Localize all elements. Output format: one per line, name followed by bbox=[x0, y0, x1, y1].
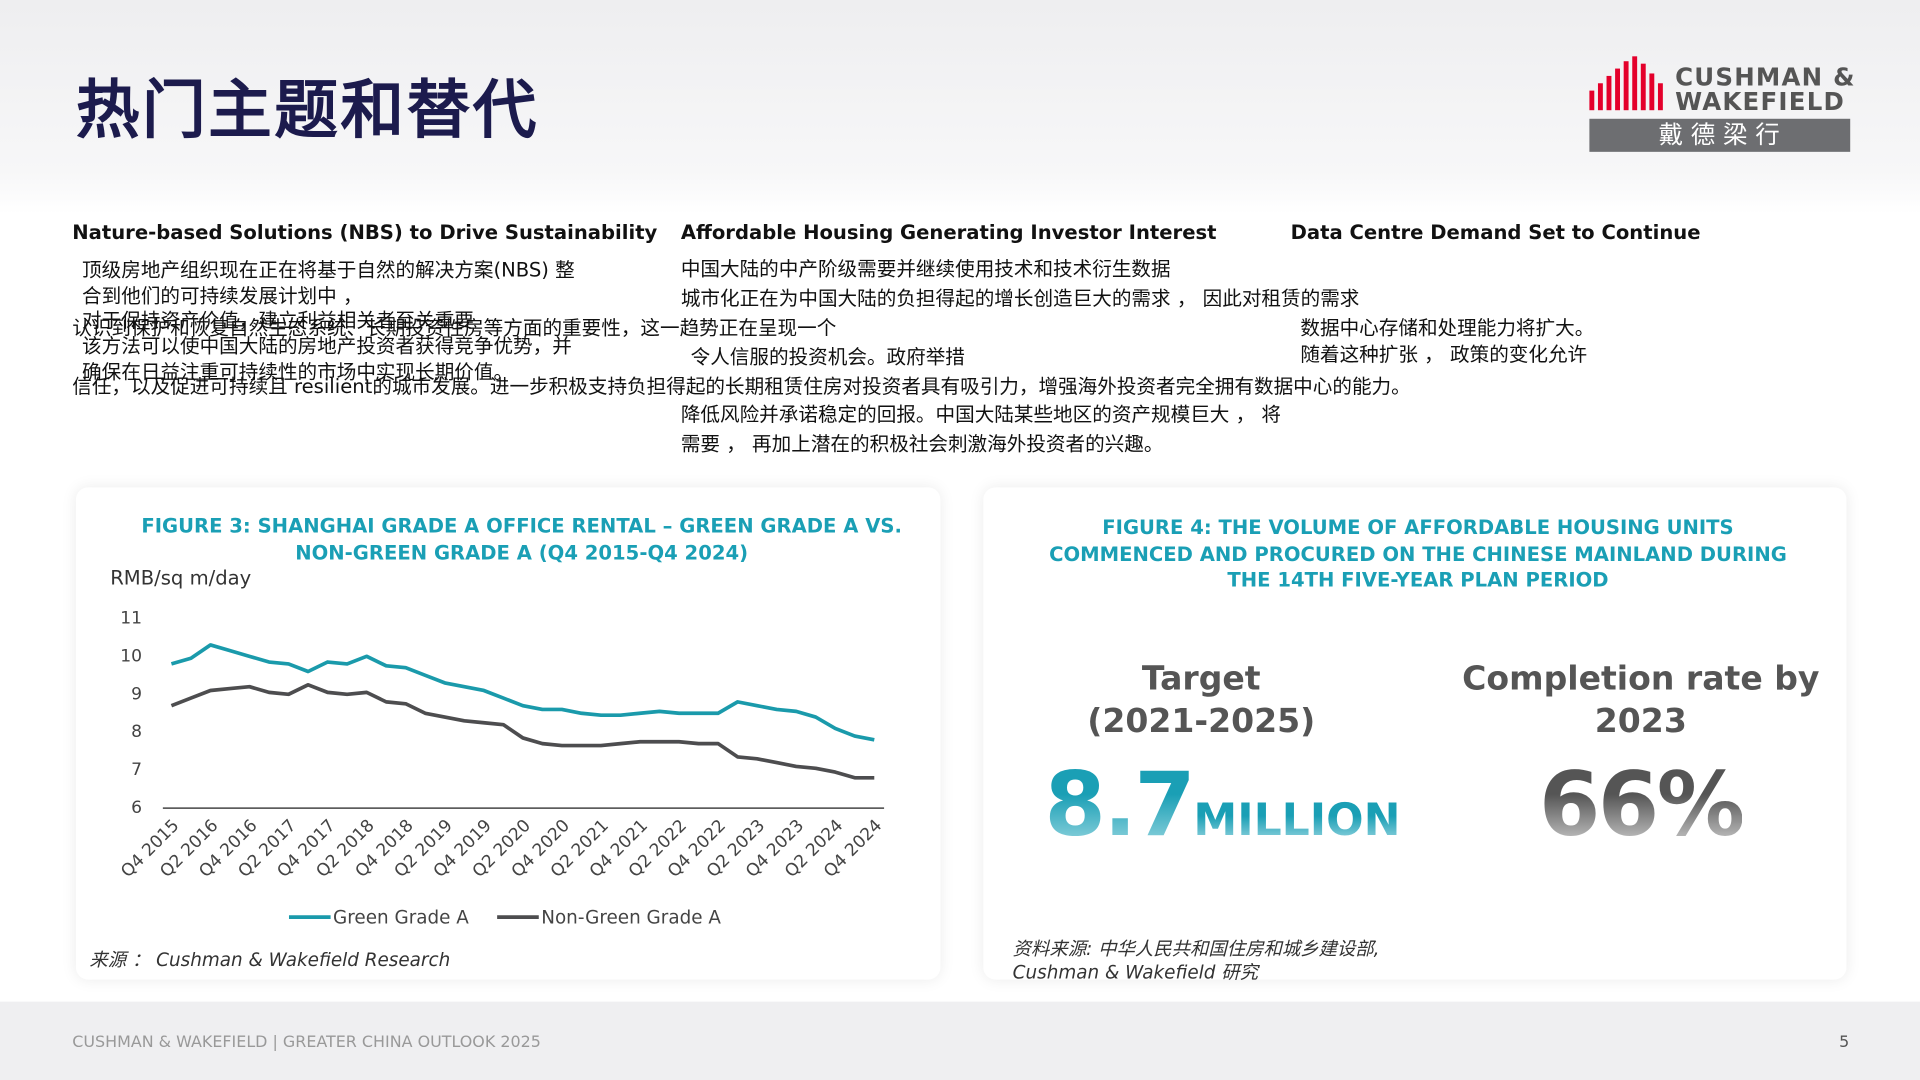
figure-title: FIGURE 3: SHANGHAI GRADE A OFFICE RENTAL… bbox=[141, 514, 902, 564]
body-text: 令人信服的投资机会。政府举措 bbox=[690, 345, 965, 369]
figure-title: FIGURE 4: THE VOLUME OF AFFORDABLE HOUSI… bbox=[1049, 515, 1787, 592]
body-text: 确保在日益注重可持续性的市场中实现长期价值。 bbox=[82, 360, 514, 384]
body-text: 需要 ， 再加上潜在的积极社会刺激海外投资者的兴趣。 bbox=[680, 432, 1164, 456]
body-text: 随着这种扩张 ， 政策的变化允许 bbox=[1300, 342, 1588, 367]
figure-card bbox=[75, 487, 941, 980]
figure-source: Cushman & Wakefield 研究 bbox=[1012, 961, 1258, 984]
slide-title: 热门主题和替代 bbox=[75, 74, 539, 149]
stat-unit: MILLION bbox=[1193, 795, 1401, 847]
y-axis-label: RMB/sq m/day bbox=[110, 567, 251, 590]
body-text: 中国大陆的中产阶级需要并继续使用技术和技术衍生数据 bbox=[680, 257, 1171, 281]
y-tick-label: 8 bbox=[131, 722, 142, 742]
legend-label: Green Grade A bbox=[333, 907, 469, 928]
footer-text: CUSHMAN & WAKEFIELD | GREATER CHINA OUTL… bbox=[72, 1033, 541, 1052]
stat-label: (2021-2025) bbox=[1087, 702, 1316, 741]
series-line bbox=[170, 682, 875, 780]
stat-value: 8.7 bbox=[1044, 753, 1195, 856]
legend-label: Non-Green Grade A bbox=[541, 907, 721, 928]
body-text: 顶级房地产组织现在正在将基于自然的解决方案(NBS) 整 bbox=[82, 258, 575, 282]
body-text: 信任，以及促进可持续且 resilient的城市发展。进一步积极支持负担得起的长… bbox=[72, 374, 1411, 398]
stat-value: 66% bbox=[1538, 753, 1745, 856]
footer: CUSHMAN & WAKEFIELD | GREATER CHINA OUTL… bbox=[0, 1001, 1920, 1080]
y-tick-label: 6 bbox=[131, 798, 142, 818]
body-text: 认识到保护和恢复自然生态系统、长期投资性房等方面的重要性，这一趋势正在呈现一个 bbox=[72, 315, 837, 340]
series-line bbox=[170, 643, 875, 742]
body-text: 降低风险并承诺稳定的回报。中国大陆某些地区的资产规模巨大 ， 将 bbox=[680, 402, 1282, 427]
chart-source: 来源 ： Cushman & Wakefield Research bbox=[89, 948, 451, 972]
y-tick-label: 10 bbox=[120, 646, 142, 666]
body-text: 该方法可以使中国大陆的房地产投资者获得竞争优势，并 bbox=[82, 334, 572, 358]
stat-value-group: 66% bbox=[1538, 753, 1745, 856]
body-text: 数据中心存储和处理能力将扩大。 bbox=[1300, 315, 1595, 340]
body-text: 城市化正在为中国大陆的负担得起的增长创造巨大的需求 ， 因此对租赁的需求 bbox=[680, 286, 1360, 310]
stat-value-group: 8.7MILLION bbox=[1044, 753, 1400, 856]
page-number: 5 bbox=[1839, 1033, 1850, 1052]
body-text: 对于保持资产价值，建立利益相关者至关重要 bbox=[82, 308, 474, 332]
stat-label: Completion rate by bbox=[1462, 660, 1820, 698]
logo-text: CUSHMAN & bbox=[1675, 62, 1856, 91]
y-tick-label: 9 bbox=[131, 684, 142, 704]
section-heading: Nature-based Solutions (NBS) to Drive Su… bbox=[72, 220, 658, 244]
stat-label: Target bbox=[1141, 660, 1261, 698]
section-heading: Data Centre Demand Set to Continue bbox=[1290, 220, 1701, 244]
logo: CUSHMAN & WAKEFIELD 戴 德 梁 行 bbox=[1589, 56, 1856, 152]
figure-source: 资料来源: 中华人民共和国住房和城乡建设部, bbox=[1012, 937, 1380, 961]
logo-chinese: 戴 德 梁 行 bbox=[1659, 120, 1780, 149]
section-heading: Affordable Housing Generating Investor I… bbox=[680, 220, 1217, 244]
stat-label: 2023 bbox=[1594, 702, 1687, 741]
logo-text: WAKEFIELD bbox=[1675, 87, 1845, 116]
y-tick-label: 11 bbox=[120, 608, 142, 628]
body-text: 合到他们的可持续发展计划中 ， bbox=[82, 284, 363, 308]
y-tick-label: 7 bbox=[131, 760, 142, 780]
figure-card bbox=[983, 487, 1847, 980]
